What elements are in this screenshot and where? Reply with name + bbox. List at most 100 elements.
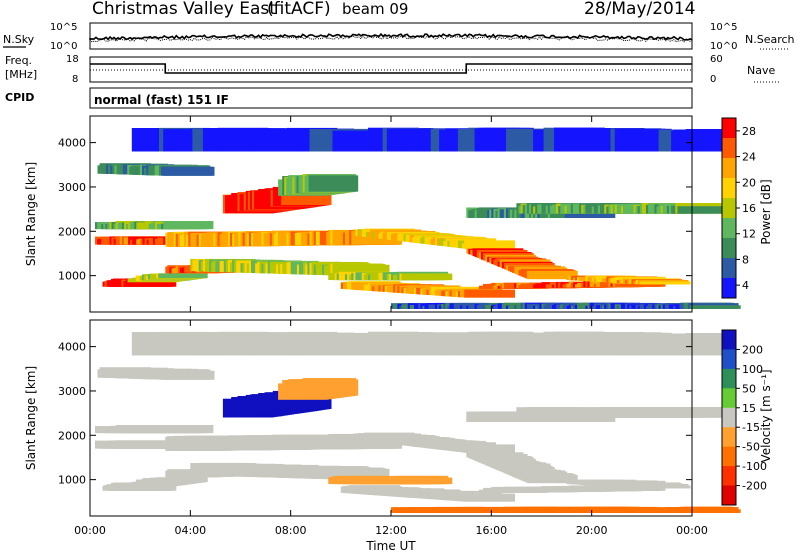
colorbar-frame <box>721 329 737 506</box>
freq-unit-label: [MHz] <box>5 68 37 81</box>
colorbar-swatch <box>722 349 736 370</box>
power-cell <box>163 221 214 230</box>
beam-label: beam 09 <box>342 0 408 18</box>
noise-left-tick-bottom: 10^0 <box>50 41 77 52</box>
y-tick-label: 4000 <box>58 137 86 150</box>
nave-tick-bottom: 0 <box>710 74 716 85</box>
power-cell <box>639 281 691 285</box>
y-tick-label: 1000 <box>58 270 86 283</box>
noise-traces <box>89 32 693 43</box>
velocity-cell <box>464 444 515 453</box>
velocity-cell <box>163 370 215 380</box>
velocity-cell <box>401 477 453 485</box>
y-tick-label: 3000 <box>58 385 86 398</box>
colorbar-tick-label: 200 <box>742 343 763 356</box>
freq-label: Freq. <box>5 54 32 67</box>
noise-left-label: N.Sky <box>3 33 35 46</box>
x-tick-label: 20:00 <box>576 524 608 537</box>
colorbar-swatch <box>722 407 736 428</box>
x-tick-label: 04:00 <box>174 524 206 537</box>
colorbar-tick-label: 28 <box>742 125 756 138</box>
velocity-cell <box>526 474 578 484</box>
power-colorbar-label: Power [dB] <box>759 179 773 244</box>
power-cell <box>158 273 208 279</box>
colorbar-tick-label: 4 <box>742 279 749 292</box>
x-tick-label: 12:00 <box>375 524 407 537</box>
velocity-cell <box>163 425 214 434</box>
velocity-ylabel: Slant Range [km] <box>24 366 38 470</box>
power-cell <box>464 289 515 298</box>
colorbar-tick-label: 16 <box>742 202 756 215</box>
power-cell <box>464 240 515 249</box>
velocity-cell <box>464 493 515 502</box>
colorbar-swatch <box>722 158 736 179</box>
power-cell <box>401 273 453 281</box>
power-cell <box>338 264 390 276</box>
colorbar-swatch <box>722 388 736 409</box>
noise-right-tick-bottom: 10^0 <box>710 41 737 52</box>
cpid-program: normal (fast) 151 IF <box>94 93 229 107</box>
colorbar-swatch <box>722 218 736 239</box>
noise-right-label: N.Search <box>745 33 795 46</box>
freq-tick-bottom: 8 <box>72 74 78 85</box>
velocity-heatmap <box>95 331 741 513</box>
colorbar-swatch <box>722 258 736 279</box>
colorbar-tick-label: 24 <box>742 151 756 164</box>
colorbar-tick-label: -200 <box>742 480 767 493</box>
colorbar-swatch <box>722 446 736 467</box>
colorbar-tick-label: 100 <box>742 363 763 376</box>
colorbar-tick-label: -100 <box>742 460 767 473</box>
mode-label: (fitACF) <box>267 0 331 19</box>
colorbar-swatch <box>722 178 736 199</box>
x-tick-label: 00:00 <box>74 524 106 537</box>
colorbar-swatch <box>722 198 736 219</box>
velocity-y-axis: 4000 3000 2000 1000 <box>58 341 692 487</box>
date-label: 28/May/2014 <box>584 0 696 19</box>
x-tick-label: 08:00 <box>275 524 307 537</box>
cpid-label: CPID <box>5 91 34 104</box>
velocity-colorbar-label: Velocity [m s⁻¹] <box>759 369 773 462</box>
colorbar-tick-label: 12 <box>742 228 756 241</box>
power-cell <box>677 206 729 214</box>
velocity-cell <box>689 509 741 513</box>
colorbar-swatch <box>722 427 736 448</box>
colorbar-swatch <box>722 485 736 506</box>
velocity-cell <box>677 410 729 418</box>
cpid-panel-frame <box>89 87 693 109</box>
power-cell <box>163 166 215 176</box>
power-cell <box>614 283 666 287</box>
freq-traces <box>90 63 692 74</box>
nave-label: Nave <box>747 64 775 77</box>
noise-panel-frame <box>89 22 693 50</box>
station-title: Christmas Valley East <box>92 0 276 19</box>
colorbar-swatch <box>722 278 736 299</box>
y-tick-label: 2000 <box>58 429 86 442</box>
power-y-axis: 4000 3000 2000 1000 <box>58 137 692 283</box>
colorbar-swatch <box>722 238 736 259</box>
power-colorbar: 28 24 20 16 12 8 4 <box>721 117 756 299</box>
velocity-cell <box>614 487 666 491</box>
velocity-cell <box>564 413 616 422</box>
colorbar-tick-label: 15 <box>742 402 756 415</box>
colorbar-tick-label: 50 <box>742 382 756 395</box>
velocity-cell <box>125 482 177 491</box>
noise-sky-trace <box>89 32 693 41</box>
y-tick-label: 2000 <box>58 225 86 238</box>
colorbar-swatch <box>722 118 736 139</box>
x-tick-label: 16:00 <box>475 524 507 537</box>
frequency-trace <box>90 63 692 74</box>
time-axis: 00:00 04:00 08:00 12:00 16:00 20:00 00:00 <box>74 116 708 537</box>
power-cell <box>689 305 741 309</box>
velocity-colorbar: 200 100 50 15 -15 -50 -100 -200 <box>721 329 767 506</box>
time-axis-label: Time UT <box>365 539 416 553</box>
noise-right-tick-top: 10^5 <box>710 22 737 33</box>
freq-tick-top: 18 <box>66 54 79 65</box>
power-cell <box>308 175 359 192</box>
colorbar-swatch <box>722 138 736 159</box>
velocity-cell <box>308 379 359 396</box>
x-tick-label: 00:00 <box>676 524 708 537</box>
power-heatmap <box>95 127 741 309</box>
colorbar-swatch <box>722 466 736 487</box>
noise-search-trace <box>89 35 693 43</box>
power-cell <box>564 209 616 218</box>
